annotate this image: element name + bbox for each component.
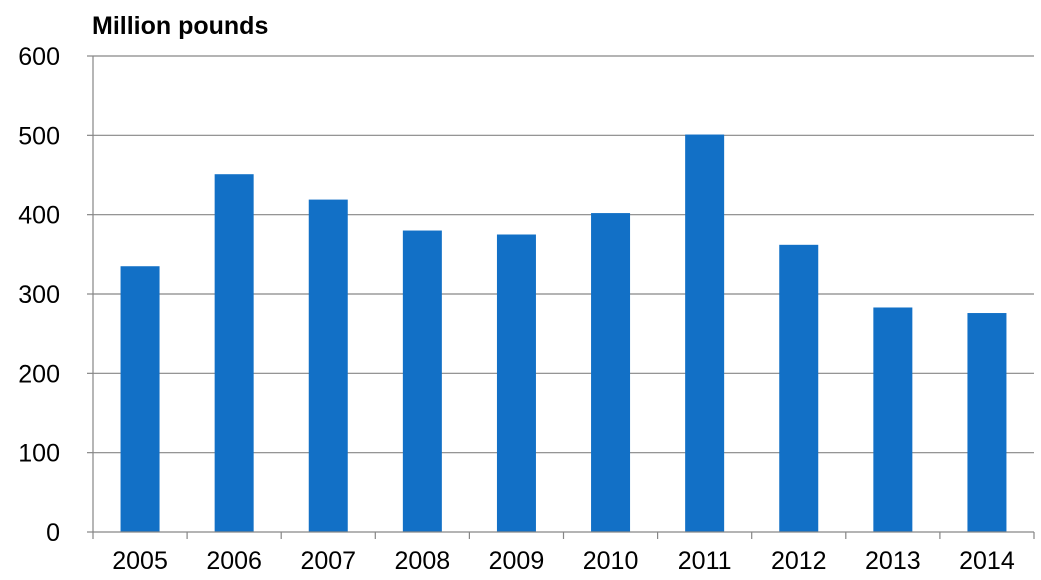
x-tick-label: 2005	[112, 547, 168, 575]
x-tick-label: 2013	[865, 547, 921, 575]
x-tick-label: 2011	[678, 547, 732, 575]
bar-2005	[120, 266, 160, 532]
bar-2007	[308, 199, 348, 533]
bar-2013	[873, 307, 913, 532]
x-tick-label: 2010	[583, 547, 639, 575]
axes	[87, 55, 1035, 539]
y-tick-label: 0	[46, 519, 60, 547]
bar-2011	[685, 134, 725, 533]
y-tick-label: 500	[18, 122, 60, 150]
y-tick-label: 600	[18, 43, 60, 71]
x-axis-ticks: 2005 2006 2007 2008 2009 2010 2011 2012 2013 2014	[112, 547, 1015, 575]
bar-2009	[496, 234, 536, 532]
y-tick-label: 400	[18, 202, 60, 230]
bar-2010	[591, 213, 631, 532]
x-tick-label: 2009	[489, 547, 545, 575]
bar-2006	[214, 174, 254, 532]
x-tick-label: 2014	[959, 547, 1015, 575]
y-tick-label: 200	[18, 360, 60, 388]
x-tick-label: 2006	[206, 547, 262, 575]
bar-2008	[402, 230, 442, 533]
bars	[120, 134, 1007, 533]
y-tick-label: 100	[18, 440, 60, 468]
x-tick-label: 2007	[300, 547, 356, 575]
x-tick-label: 2008	[395, 547, 451, 575]
bar-2014	[967, 313, 1007, 532]
bar-2012	[779, 244, 819, 532]
y-axis-ticks: 0 100 200 300 400 500 600	[18, 43, 60, 547]
y-axis-title: Million pounds	[92, 12, 268, 40]
y-tick-label: 300	[18, 281, 60, 309]
x-tick-label: 2012	[771, 547, 827, 575]
